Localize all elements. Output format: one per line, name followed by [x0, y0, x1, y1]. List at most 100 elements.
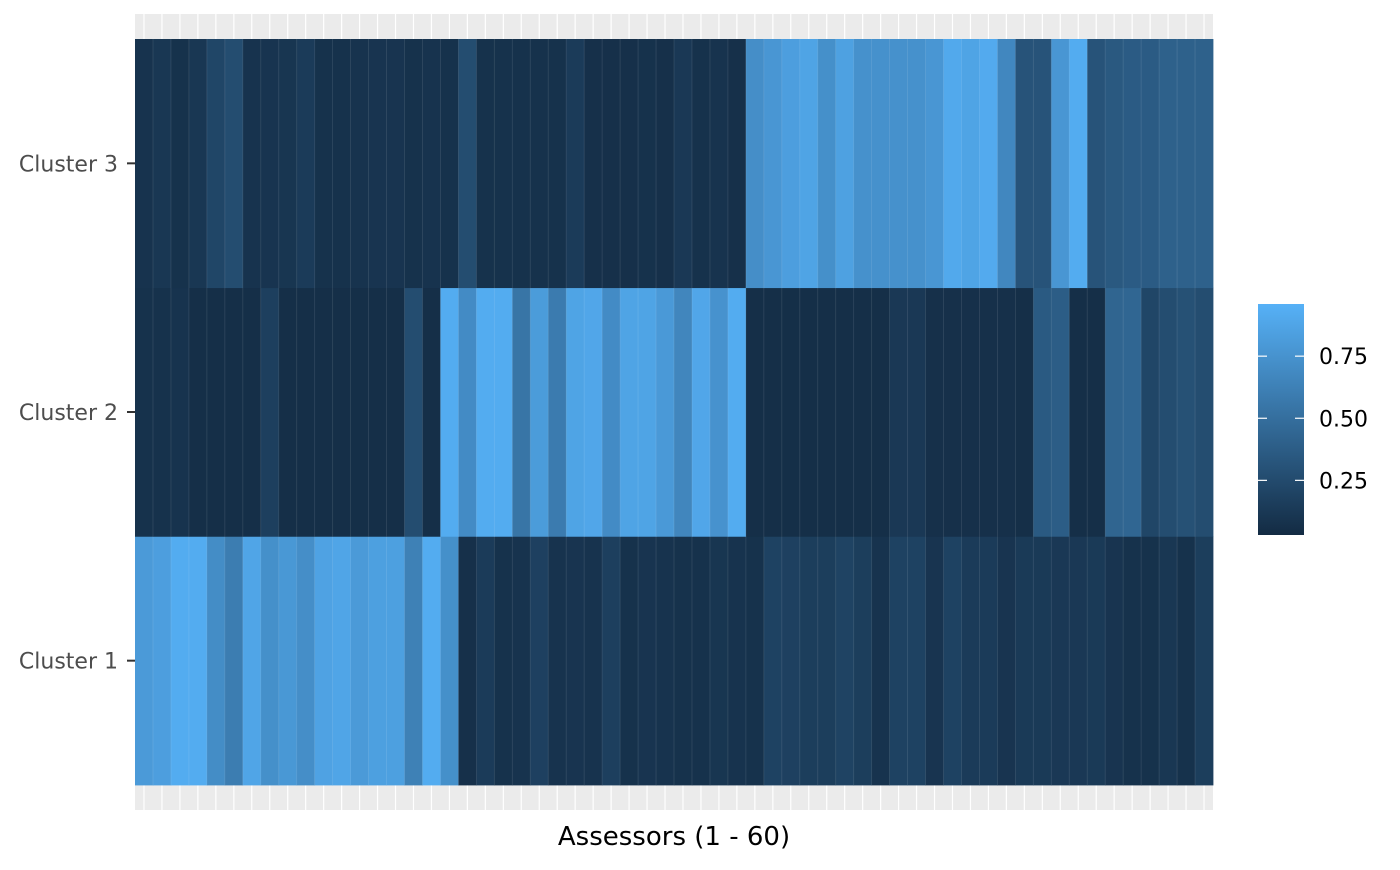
heatmap-cell: [512, 287, 531, 537]
heatmap-cell: [781, 536, 801, 786]
heatmap-cell: [961, 287, 980, 537]
heatmap-cell: [224, 287, 244, 537]
heatmap-cell: [494, 287, 513, 537]
heatmap-cell: [1105, 287, 1124, 537]
heatmap-cell: [188, 536, 208, 786]
heatmap-cell: [584, 39, 603, 289]
heatmap-cell: [135, 536, 154, 786]
heatmap-cell: [691, 39, 711, 289]
heatmap-cell: [925, 287, 944, 537]
heatmap-cell: [871, 536, 890, 786]
heatmap-cell: [979, 39, 998, 289]
heatmap-cell: [1051, 39, 1070, 289]
heatmap-cell: [638, 39, 657, 289]
heatmap-cell: [332, 536, 351, 786]
heatmap-cell: [763, 287, 783, 537]
heatmap-cell: [745, 536, 765, 786]
x-axis-title: Assessors (1 - 60): [558, 822, 790, 852]
heatmap-cell: [817, 536, 837, 786]
heatmap-cell: [979, 536, 998, 786]
heatmap-cell: [620, 536, 639, 786]
heatmap-cell: [1015, 39, 1034, 289]
heatmap-cell: [709, 39, 729, 289]
heatmap-cell: [691, 536, 711, 786]
heatmap-cell: [1087, 536, 1106, 786]
heatmap-cell: [817, 287, 837, 537]
heatmap-cell: [1123, 287, 1142, 537]
heatmap-cell: [368, 287, 387, 537]
heatmap-cell: [206, 536, 226, 786]
heatmap-cell: [386, 39, 405, 289]
heatmap-cell: [853, 287, 873, 537]
heatmap-cell: [745, 287, 765, 537]
heatmap-cell: [889, 536, 908, 786]
heatmap-cell: [404, 536, 423, 786]
heatmap-cell: [152, 287, 172, 537]
heatmap-cell: [188, 39, 208, 289]
heatmap-cell: [512, 536, 531, 786]
heatmap-cell: [602, 287, 621, 537]
heatmap-cell: [835, 287, 855, 537]
heatmap-cell: [1159, 287, 1178, 537]
heatmap-cell: [350, 287, 369, 537]
heatmap-cell: [1105, 39, 1124, 289]
heatmap-cell: [494, 536, 513, 786]
heatmap-cell: [1177, 39, 1196, 289]
heatmap-cell: [889, 39, 908, 289]
heatmap-cell: [799, 536, 819, 786]
heatmap-cell: [386, 287, 405, 537]
heatmap-cell: [1051, 536, 1070, 786]
heatmap-cell: [260, 287, 280, 537]
heatmap-cell: [1141, 39, 1160, 289]
heatmap-cell: [745, 39, 765, 289]
heatmap-cell: [602, 536, 621, 786]
heatmap-cell: [206, 287, 226, 537]
heatmap-cell: [224, 39, 244, 289]
heatmap-cell: [1069, 536, 1088, 786]
heatmap-cell: [709, 287, 729, 537]
heatmap-cell: [440, 39, 459, 289]
heatmap-cell: [296, 536, 316, 786]
heatmap-cell: [1123, 536, 1142, 786]
heatmap-cell: [1177, 536, 1196, 786]
heatmap-cell: [1141, 536, 1160, 786]
heatmap-cell: [674, 39, 693, 289]
heatmap-cell: [458, 536, 477, 786]
y-axis: Cluster 1 Cluster 2 Cluster 3: [19, 152, 135, 675]
heatmap-cell: [188, 287, 208, 537]
heatmap-cell: [943, 536, 962, 786]
heatmap-cells: [135, 39, 1214, 786]
heatmap-cell: [835, 536, 855, 786]
heatmap-cell: [296, 39, 316, 289]
heatmap-cell: [656, 39, 675, 289]
heatmap-cell: [907, 287, 926, 537]
heatmap-cell: [1015, 536, 1034, 786]
heatmap-cell: [1051, 287, 1070, 537]
heatmap-cell: [925, 39, 944, 289]
heatmap-cell: [979, 287, 998, 537]
heatmap-cell: [853, 39, 873, 289]
heatmap-cell: [961, 536, 980, 786]
heatmap-cell: [458, 39, 477, 289]
heatmap-cell: [368, 536, 387, 786]
heatmap-cell: [925, 536, 944, 786]
heatmap-cell: [1177, 287, 1196, 537]
heatmap-cell: [943, 39, 962, 289]
heatmap-cell: [1033, 536, 1052, 786]
heatmap-cell: [476, 536, 495, 786]
heatmap-cell: [566, 39, 585, 289]
heatmap-cell: [871, 39, 890, 289]
heatmap-cell: [1033, 287, 1052, 537]
heatmap-cell: [1159, 536, 1178, 786]
heatmap-cell: [620, 287, 639, 537]
heatmap-cell: [314, 536, 334, 786]
heatmap-cell: [278, 287, 298, 537]
heatmap-cell: [674, 536, 693, 786]
heatmap-cell: [1159, 39, 1178, 289]
heatmap-cell: [781, 39, 801, 289]
heatmap-cell: [152, 39, 172, 289]
heatmap-cell: [1087, 39, 1106, 289]
heatmap-cell: [350, 39, 369, 289]
heatmap-cell: [566, 536, 585, 786]
heatmap-cell: [548, 39, 567, 289]
